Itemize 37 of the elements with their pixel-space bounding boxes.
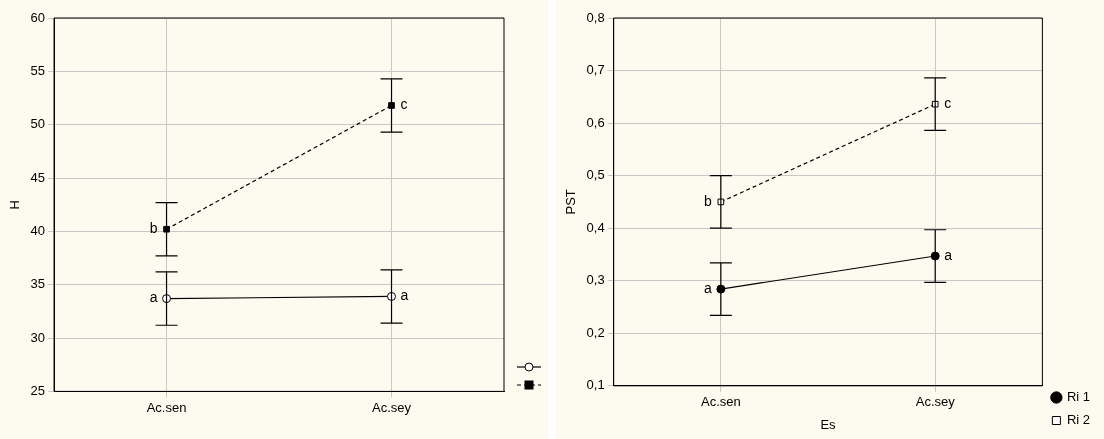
annotation: b — [704, 192, 713, 209]
x-tick-label: Ac.sey — [372, 399, 412, 415]
point — [163, 225, 170, 233]
y-tick-label: 55 — [30, 62, 46, 78]
annotation: a — [944, 246, 953, 263]
y-tick-label: 45 — [30, 169, 46, 185]
y-tick-label: 0,1 — [586, 377, 605, 393]
y-tick-label: 0,2 — [586, 324, 605, 340]
annotation: c — [400, 96, 408, 113]
y-tick-label: 0,4 — [586, 219, 605, 235]
x-axis-title: Es — [820, 416, 837, 432]
point — [930, 251, 940, 261]
y-tick-label: 0,7 — [586, 62, 605, 78]
y-tick-label: 40 — [30, 222, 46, 238]
annotation: a — [400, 287, 409, 304]
y-tick-label: 35 — [30, 276, 46, 292]
y-tick-label: 30 — [30, 329, 46, 345]
x-tick-label: Ac.sey — [915, 394, 956, 410]
annotation: b — [149, 220, 158, 237]
annotation: a — [149, 289, 158, 306]
y-axis-title: H — [7, 200, 23, 210]
point — [716, 284, 726, 294]
annotation: c — [944, 95, 952, 112]
y-tick-label: 25 — [30, 382, 46, 398]
y-tick-label: 0,5 — [586, 167, 605, 183]
y-tick-label: 0,8 — [586, 9, 605, 25]
legend-label: Ri 1 — [1066, 389, 1091, 405]
annotation: a — [704, 279, 713, 296]
y-tick-label: 0,6 — [586, 114, 605, 130]
y-tick-label: 60 — [30, 9, 46, 25]
point — [388, 102, 395, 109]
y-axis-title: PST — [563, 189, 579, 215]
y-tick-label: 50 — [30, 116, 46, 132]
x-tick-label: Ac.sen — [146, 399, 187, 415]
y-tick-label: 0,3 — [586, 272, 605, 288]
legend-label: Ri 2 — [1066, 412, 1091, 428]
x-tick-label: Ac.sen — [700, 394, 741, 410]
